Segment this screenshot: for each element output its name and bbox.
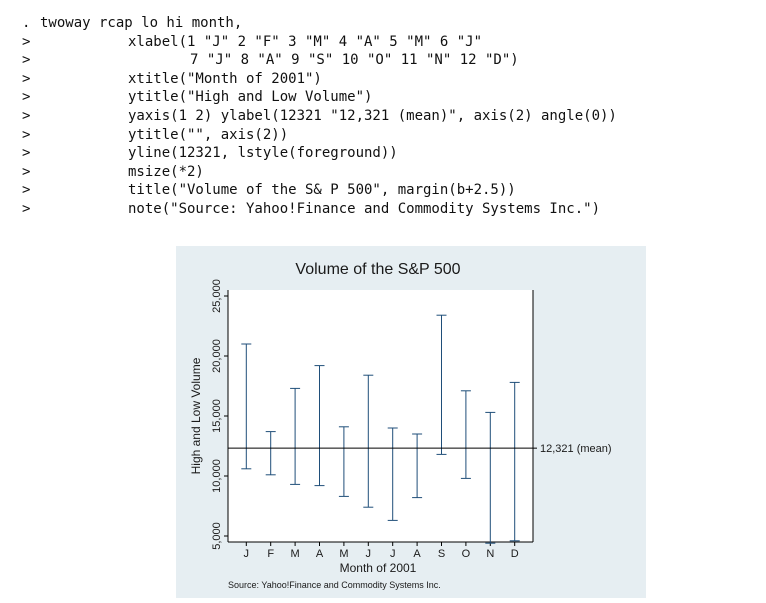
command-text: msize(*2) <box>128 163 204 180</box>
y-tick-label: 20,000 <box>211 339 223 373</box>
prompt-symbol: > <box>22 126 31 143</box>
chart-title: Volume of the S&P 500 <box>295 261 460 278</box>
command-line: > ytitle("", axis(2)) <box>0 126 766 144</box>
x-tick-label: M <box>339 548 348 560</box>
x-tick-label: J <box>390 548 396 560</box>
y-tick-label: 10,000 <box>211 459 223 493</box>
prompt-symbol: > <box>22 163 31 180</box>
x-tick-label: S <box>438 548 445 560</box>
plot-region <box>228 290 533 542</box>
range-cap-m-5 <box>338 426 349 497</box>
prompt-symbol: . <box>22 15 31 31</box>
command-line: > msize(*2) <box>0 163 766 181</box>
mean-line-group: 12,321 (mean) <box>228 443 612 455</box>
chart-svg: Volume of the S&P 500 5,000 10,000 15,000 2… <box>176 246 646 598</box>
y-axis-left: 5,000 10,000 15,000 20,000 25,000 <box>211 279 229 550</box>
command-line: . twoway rcap lo hi month, <box>0 14 766 32</box>
x-axis-title: Month of 2001 <box>340 561 417 575</box>
range-cap-n-11 <box>485 411 496 544</box>
prompt-symbol: > <box>22 145 31 162</box>
x-tick-label: O <box>462 548 471 560</box>
prompt-symbol: > <box>22 89 31 106</box>
x-tick-label: M <box>291 548 300 560</box>
x-tick-label: A <box>316 548 324 560</box>
prompt-symbol: > <box>22 33 31 50</box>
command-text: yaxis(1 2) ylabel(12321 "12,321 (mean)",… <box>128 108 617 124</box>
command-line: > xlabel(1 "J" 2 "F" 3 "M" 4 "A" 5 "M" 6 … <box>0 33 766 51</box>
command-line: > yaxis(1 2) ylabel(12321 "12,321 (mean)"… <box>0 107 766 125</box>
command-text: yline(12321, lstyle(foreground)) <box>128 145 398 162</box>
range-cap-m-3 <box>290 387 301 485</box>
range-cap-d-12 <box>509 381 520 542</box>
mean-label: 12,321 (mean) <box>540 443 612 455</box>
range-cap-j-7 <box>387 427 398 521</box>
prompt-symbol: > <box>22 108 31 124</box>
x-tick-label: J <box>366 548 372 560</box>
command-line: >7 "J" 8 "A" 9 "S" 10 "O" 11 "N" 12 "D") <box>0 51 766 69</box>
x-tick-label: N <box>486 548 494 560</box>
command-line: > yline(12321, lstyle(foreground)) <box>0 144 766 162</box>
y-axis-title: High and Low Volume <box>189 357 203 474</box>
command-text: title("Volume of the S& P 500", margin(b… <box>128 182 516 199</box>
chart-note: Source: Yahoo!Finance and Commodity Syst… <box>228 580 441 590</box>
command-text: note("Source: Yahoo!Finance and Commodit… <box>128 201 601 217</box>
range-cap-o-10 <box>460 390 471 479</box>
x-tick-label: A <box>413 548 421 560</box>
range-cap-f-2 <box>265 431 276 476</box>
command-text: ytitle("High and Low Volume") <box>128 89 373 106</box>
prompt-symbol: > <box>22 201 31 217</box>
range-cap-j-6 <box>363 374 374 508</box>
prompt-symbol: > <box>22 52 31 69</box>
x-tick-label: J <box>244 548 250 560</box>
command-line: > note("Source: Yahoo!Finance and Commodi… <box>0 200 766 218</box>
range-caps <box>241 314 520 544</box>
command-line: > xtitle("Month of 2001") <box>0 70 766 88</box>
chart-graph: Volume of the S&P 500 5,000 10,000 15,000 2… <box>176 246 646 598</box>
range-cap-a-8 <box>412 433 423 499</box>
prompt-symbol: > <box>22 182 31 199</box>
range-cap-s-9 <box>436 314 447 455</box>
command-line: > title("Volume of the S& P 500", margin(… <box>0 181 766 199</box>
command-text: xlabel(1 "J" 2 "F" 3 "M" 4 "A" 5 "M" 6 "… <box>128 33 483 50</box>
range-cap-a-4 <box>314 365 325 487</box>
y-tick-label: 5,000 <box>211 522 223 550</box>
command-text: ytitle("", axis(2)) <box>128 126 289 143</box>
prompt-symbol: > <box>22 70 31 87</box>
command-text: 7 "J" 8 "A" 9 "S" 10 "O" 11 "N" 12 "D") <box>190 52 519 69</box>
x-tick-label: D <box>511 548 519 560</box>
y-tick-label: 25,000 <box>211 279 223 313</box>
x-tick-label: F <box>267 548 274 560</box>
command-line: > ytitle("High and Low Volume") <box>0 88 766 106</box>
y-tick-label: 15,000 <box>211 399 223 433</box>
command-text: xtitle("Month of 2001") <box>128 70 322 87</box>
command-text: twoway rcap lo hi month, <box>40 15 243 31</box>
